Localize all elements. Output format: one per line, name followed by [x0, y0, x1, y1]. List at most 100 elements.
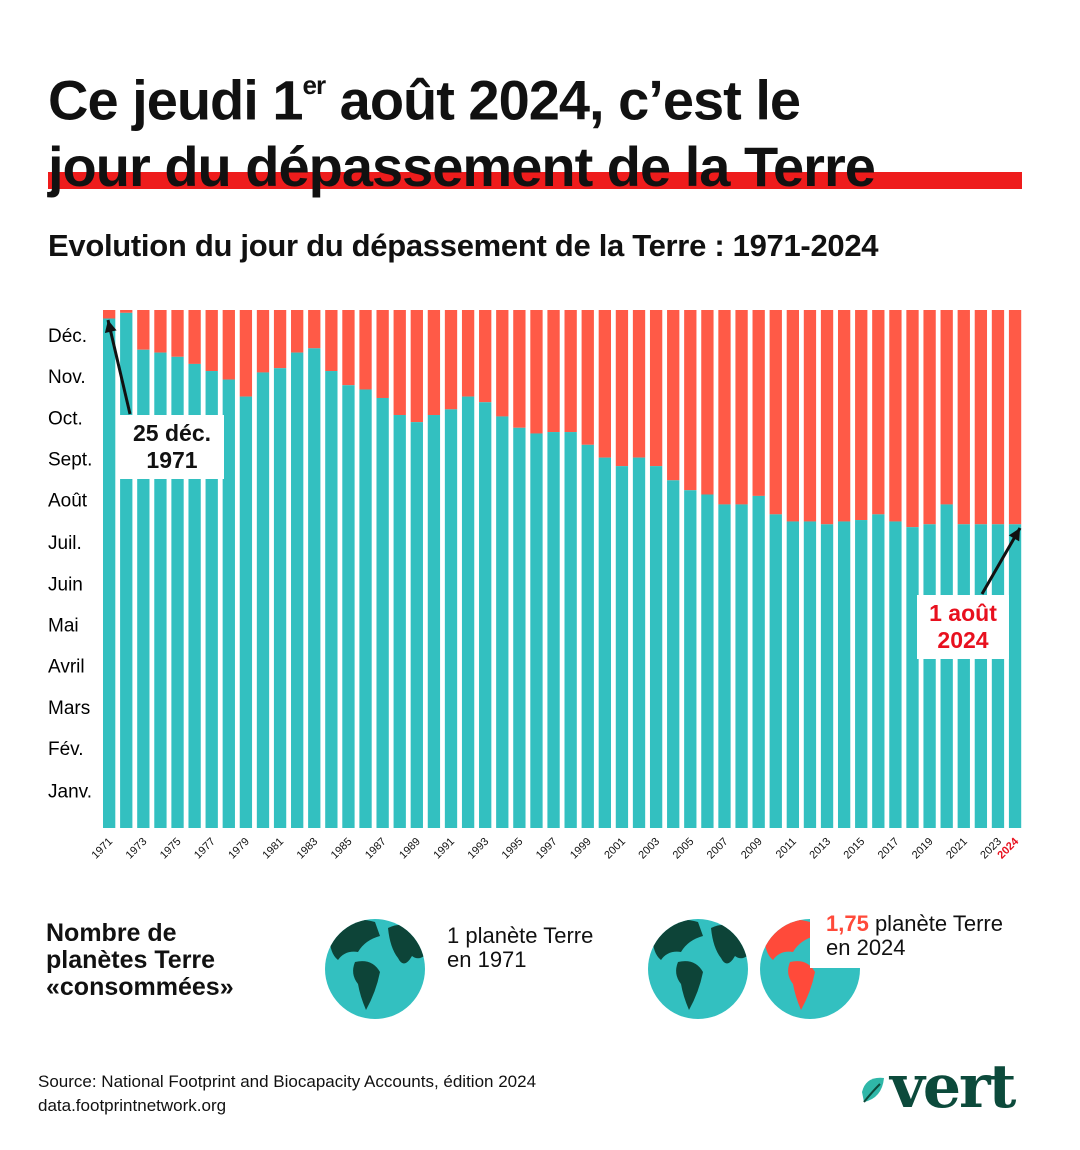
x-tick-label: 1973 — [124, 836, 150, 862]
bar-remainder — [154, 310, 167, 353]
title-sup: er — [302, 70, 327, 100]
planets-left: 1 planète Terre en 1971 — [447, 924, 593, 972]
x-tick-label: 1987 — [363, 836, 389, 862]
source-line: data.footprintnetwork.org — [38, 1096, 227, 1115]
text-line: en 2024 — [826, 935, 906, 960]
x-tick-label: 1993 — [466, 836, 492, 862]
bar — [308, 348, 321, 828]
title-line2: jour du dépassement de la Terre — [48, 134, 876, 198]
annotation-arrow — [980, 527, 1022, 595]
annotation-text: 1971 — [146, 447, 197, 473]
bar-remainder — [564, 310, 577, 433]
x-tick-label: 2015 — [842, 836, 868, 862]
title-text: Ce jeudi 1 — [48, 68, 304, 132]
x-tick-label: 2019 — [910, 836, 936, 862]
bar-remainder — [906, 310, 919, 528]
chart: Janv. Fév. Mars Avril Mai Juin Juil. Août Sept. O… — [48, 310, 1022, 862]
bar-remainder — [103, 310, 116, 319]
y-tick-label: Juil. — [48, 533, 82, 554]
globes — [325, 910, 870, 1019]
x-tick-label: 1989 — [397, 836, 423, 862]
logo-leaf — [862, 1077, 884, 1103]
x-tick-label: 2005 — [671, 836, 697, 862]
bar-remainder — [803, 310, 817, 522]
bar — [496, 416, 509, 828]
bar — [632, 457, 646, 828]
x-tick-label: 1995 — [500, 836, 526, 862]
bar-remainder — [547, 310, 560, 433]
bar — [410, 422, 423, 828]
bar — [837, 521, 851, 828]
bar-remainder — [256, 310, 270, 373]
bar-remainder — [598, 310, 611, 458]
bar-remainder — [684, 310, 697, 491]
bar — [1008, 524, 1022, 828]
bar — [667, 480, 680, 828]
bar — [393, 415, 406, 828]
bar — [564, 432, 577, 828]
annotation-box — [917, 595, 1009, 659]
bar-remainder — [530, 310, 543, 434]
x-tick-label: 2011 — [774, 836, 799, 861]
bar — [547, 432, 560, 828]
y-tick-label: Sept. — [48, 449, 92, 470]
bar — [718, 504, 731, 828]
x-tick-label: 2013 — [807, 836, 833, 862]
bar — [479, 402, 492, 828]
chart-title: Evolution du jour du dépassement de la T… — [48, 228, 879, 263]
annotation-text: 1 août — [929, 600, 997, 626]
bar-remainder — [752, 310, 765, 496]
bar — [923, 524, 936, 828]
bar-remainder — [786, 310, 800, 522]
x-tick-label: 1979 — [226, 836, 252, 862]
bar-remainder — [308, 310, 321, 349]
x-tick-label: 2007 — [705, 836, 731, 862]
bar-remainder — [649, 310, 663, 467]
bar — [735, 504, 748, 828]
text: planète Terre — [868, 911, 1003, 936]
bar — [991, 524, 1005, 828]
globe — [325, 919, 425, 1019]
bar — [701, 494, 714, 828]
bar — [188, 363, 201, 828]
bar-remainder — [461, 310, 475, 397]
bar — [906, 527, 919, 828]
text-line: 1,75 planète Terre — [826, 912, 1003, 936]
bar-remainder — [889, 310, 902, 522]
y-tick-label: Nov. — [48, 367, 86, 388]
y-tick-label: Fév. — [48, 739, 84, 760]
y-tick-label: Oct. — [48, 408, 83, 429]
text-line: 1 planète Terre — [447, 923, 594, 948]
bar — [786, 521, 800, 828]
bar-remainder — [735, 310, 748, 505]
bar-remainder — [820, 310, 834, 525]
x-tick-label: 1991 — [431, 836, 457, 862]
bar-remainder — [444, 310, 458, 410]
bar — [974, 524, 988, 828]
bar — [820, 524, 834, 828]
title-underline — [48, 172, 1022, 189]
title-text: août 2024, c’est le — [325, 68, 801, 132]
bar — [615, 466, 629, 828]
bar — [684, 490, 697, 828]
bar-remainder — [581, 310, 594, 445]
arrow-head — [104, 320, 117, 334]
bar — [273, 368, 287, 828]
bar-remainder — [342, 310, 355, 386]
bar-remainder — [855, 310, 868, 521]
logo: vert — [890, 1052, 1016, 1122]
y-tick-label: Mai — [48, 615, 79, 636]
planets-label: Nombre de planètes Terre «consommées» — [46, 920, 234, 1001]
source: Source: National Footprint and Biocapaci… — [38, 1070, 536, 1118]
bar — [872, 514, 885, 828]
bar-remainder — [991, 310, 1005, 525]
bar — [803, 521, 817, 828]
bar — [957, 524, 970, 828]
bar-remainder — [615, 310, 629, 467]
bar — [120, 312, 133, 828]
x-tick-label: 1983 — [295, 836, 321, 862]
arrow-head — [1008, 528, 1020, 542]
bar-remainder — [137, 310, 150, 350]
x-tick-label: 1985 — [329, 836, 355, 862]
